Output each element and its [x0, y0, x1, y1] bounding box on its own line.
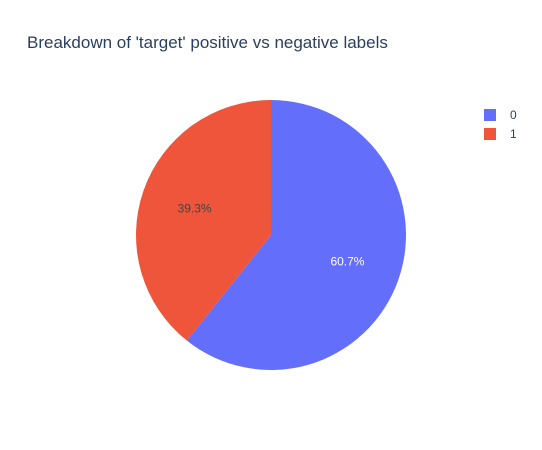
- legend: 0 1: [484, 105, 517, 143]
- pie-slice-label-1: 39.3%: [178, 201, 212, 215]
- legend-swatch-0: [484, 108, 496, 121]
- pie-slices: [135, 100, 406, 370]
- pie-slice-label-0: 60.7%: [330, 255, 364, 269]
- legend-swatch-1: [484, 127, 496, 140]
- legend-item-1[interactable]: 1: [484, 124, 517, 143]
- pie-slice-1[interactable]: [135, 100, 271, 341]
- legend-label-1: 1: [510, 126, 517, 141]
- pie-slice-0[interactable]: [186, 100, 406, 370]
- legend-label-0: 0: [510, 107, 517, 122]
- pie-slice-labels: 60.7% 39.3%: [178, 201, 365, 268]
- chart-title: Breakdown of 'target' positive vs negati…: [27, 33, 388, 52]
- legend-item-0[interactable]: 0: [484, 105, 517, 124]
